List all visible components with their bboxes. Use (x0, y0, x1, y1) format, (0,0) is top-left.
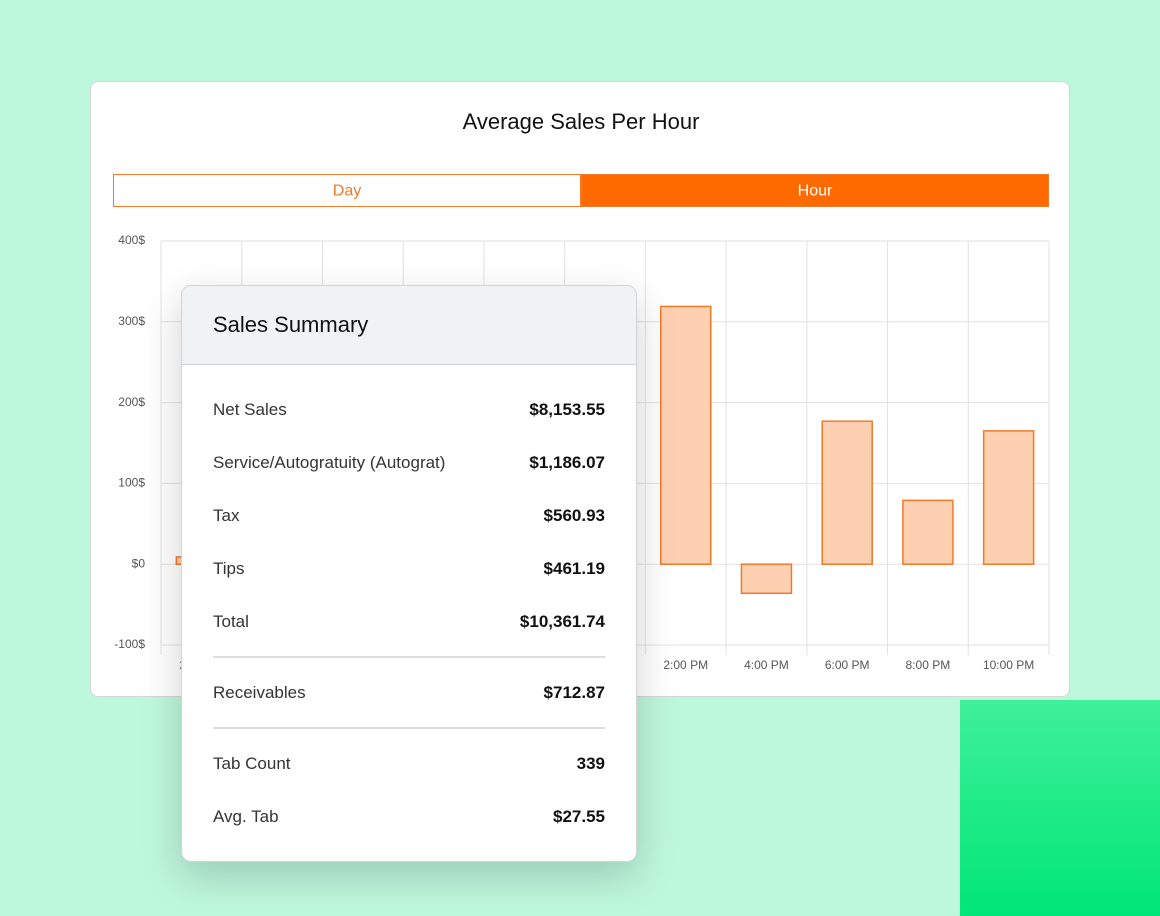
x-tick-label: 6:00 PM (825, 658, 870, 672)
tab-label[interactable]: Day (333, 183, 361, 200)
row-value: $560.93 (543, 505, 605, 525)
tab[interactable] (113, 174, 581, 207)
row-label: Receivables (213, 682, 306, 702)
summary-row: Service/Autogratuity (Autograt) $1,186.07 (213, 436, 605, 489)
summary-section: Tab Count 339 Avg. Tab $27.55 (213, 729, 605, 843)
row-value: $712.87 (543, 682, 605, 702)
sales-summary-card: Sales Summary Net Sales $8,153.55 Service/… (181, 285, 637, 862)
x-tick-label: 10:00 PM (983, 658, 1034, 672)
row-value: $10,361.74 (519, 611, 605, 631)
y-tick-label: 400$ (118, 233, 145, 247)
row-value: $461.19 (543, 558, 605, 578)
x-tick-label: 8:00 PM (906, 658, 951, 672)
bar (659, 305, 712, 565)
y-tick-label: $0 (132, 556, 146, 570)
y-tick-label: 100$ (118, 476, 145, 490)
bar (902, 499, 954, 565)
row-label: Tab Count (213, 753, 291, 773)
row-value: $1,186.07 (529, 452, 605, 472)
chart-title: Average Sales Per Hour (463, 109, 700, 134)
summary-section: Net Sales $8,153.55 Service/Autogratuity (… (213, 383, 605, 658)
summary-row: Total $10,361.74 (213, 595, 605, 648)
summary-row: Tips $461.19 (213, 542, 605, 595)
summary-section: Receivables $712.87 (213, 658, 605, 729)
y-tick-label: 200$ (118, 395, 145, 409)
row-label: Service/Autogratuity (Autograt) (213, 452, 446, 472)
bar (821, 420, 873, 565)
row-label: Net Sales (213, 399, 287, 419)
summary-row: Receivables $712.87 (213, 666, 605, 719)
tab[interactable] (581, 174, 1049, 207)
summary-row: Avg. Tab $27.55 (213, 790, 605, 843)
green-panel (960, 700, 1160, 916)
row-value: $8,153.55 (529, 399, 605, 419)
row-value: $27.55 (553, 806, 605, 826)
bar (740, 563, 793, 595)
summary-title: Sales Summary (182, 286, 636, 365)
tab-label[interactable]: Hour (798, 183, 833, 200)
summary-row: Tab Count 339 (213, 737, 605, 790)
y-tick-label: 300$ (118, 314, 145, 328)
row-label: Avg. Tab (213, 806, 279, 826)
row-value: 339 (576, 753, 605, 773)
x-tick-label: 2:00 PM (663, 658, 708, 672)
x-tick-label: 4:00 PM (744, 658, 789, 672)
row-label: Tax (213, 505, 240, 525)
bar (982, 430, 1035, 565)
y-tick-label: -100$ (114, 637, 145, 651)
summary-body: Net Sales $8,153.55 Service/Autogratuity (… (182, 365, 636, 843)
summary-row: Tax $560.93 (213, 489, 605, 542)
summary-row: Net Sales $8,153.55 (213, 383, 605, 436)
row-label: Tips (213, 558, 245, 578)
row-label: Total (213, 611, 249, 631)
